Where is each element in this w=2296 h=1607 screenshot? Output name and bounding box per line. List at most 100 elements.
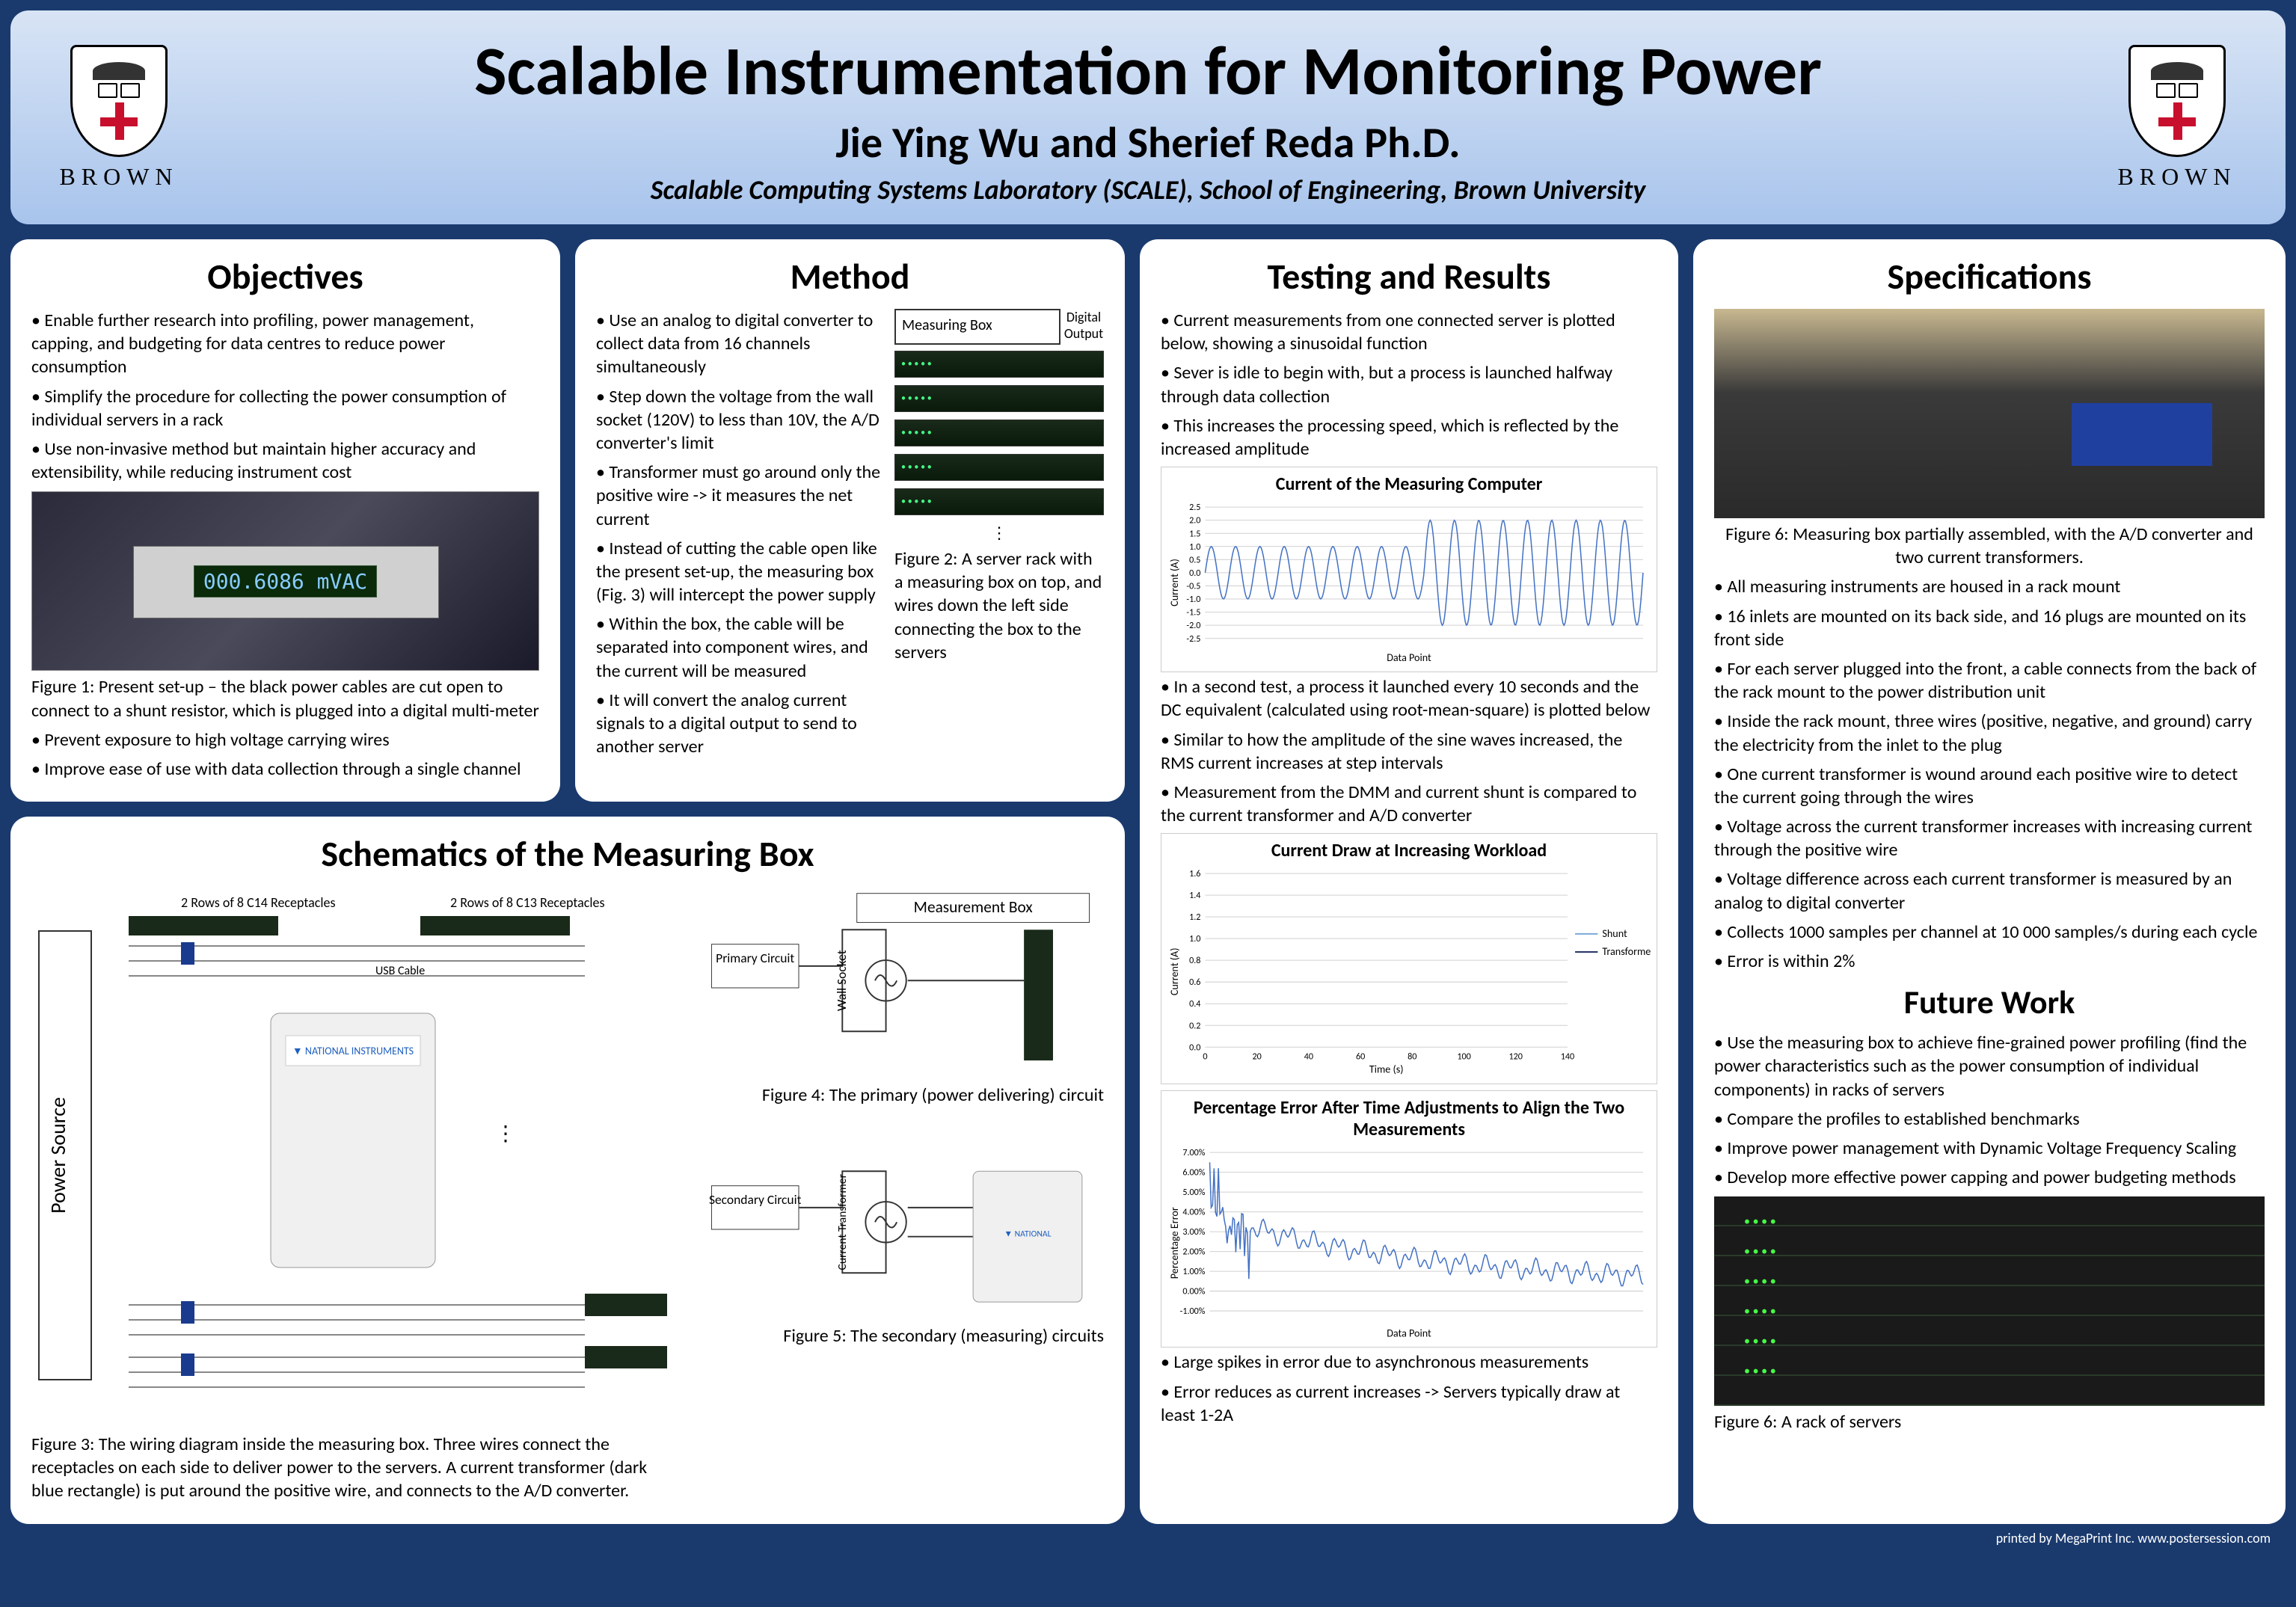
- poster-affiliation: Scalable Computing Systems Laboratory (S…: [197, 173, 2099, 206]
- svg-text:Percentage Error: Percentage Error: [1168, 1207, 1181, 1279]
- svg-text:Data Point: Data Point: [1387, 651, 1431, 664]
- svg-text:6.00%: 6.00%: [1182, 1167, 1205, 1179]
- svg-text:0.2: 0.2: [1189, 1021, 1200, 1032]
- figure-1-photo: 000.6086 mVAC: [31, 491, 539, 671]
- svg-text:Wall Socket: Wall Socket: [833, 950, 850, 1011]
- figure-6b-photo: [1714, 1196, 2265, 1406]
- svg-text:Primary Circuit: Primary Circuit: [716, 950, 794, 966]
- svg-text:1.00%: 1.00%: [1182, 1266, 1205, 1277]
- svg-text:2.00%: 2.00%: [1182, 1247, 1205, 1258]
- svg-text:80: 80: [1408, 1051, 1416, 1063]
- svg-text:-1.5: -1.5: [1186, 607, 1200, 618]
- svg-text:Data Point: Data Point: [1387, 1327, 1431, 1339]
- method-list: Use an analog to digital converter to co…: [596, 309, 883, 758]
- figure-6a-photo: [1714, 309, 2265, 518]
- method-panel: Method Use an analog to digital converte…: [575, 239, 1125, 802]
- future-list: Use the measuring box to achieve fine-gr…: [1714, 1031, 2265, 1189]
- figure-6b-caption: Figure 6: A rack of servers: [1714, 1410, 2265, 1434]
- chart-1: Current of the Measuring Computer -2.5-2…: [1161, 467, 1657, 672]
- svg-text:0.00%: 0.00%: [1182, 1286, 1205, 1297]
- svg-text:20: 20: [1253, 1051, 1262, 1063]
- brown-logo-right: BROWN: [2099, 35, 2256, 200]
- svg-text:4.00%: 4.00%: [1182, 1207, 1205, 1218]
- chart-3: Percentage Error After Time Adjustments …: [1161, 1090, 1657, 1348]
- svg-text:0.8: 0.8: [1189, 956, 1200, 967]
- svg-text:-0.5: -0.5: [1186, 581, 1200, 592]
- svg-text:140: 140: [1561, 1051, 1574, 1063]
- svg-text:1.4: 1.4: [1189, 890, 1200, 901]
- svg-text:0.0: 0.0: [1189, 1042, 1200, 1054]
- svg-text:Measurement Box: Measurement Box: [914, 897, 1034, 917]
- svg-text:3.00%: 3.00%: [1182, 1226, 1205, 1238]
- objectives-heading: Objectives: [31, 254, 539, 298]
- svg-text:2.5: 2.5: [1189, 502, 1200, 513]
- svg-text:2 Rows of 8 C13 Receptacles: 2 Rows of 8 C13 Receptacles: [450, 894, 605, 911]
- poster-title: Scalable Instrumentation for Monitoring …: [197, 28, 2099, 113]
- svg-text:-1.0: -1.0: [1186, 594, 1200, 605]
- svg-text:7.00%: 7.00%: [1182, 1147, 1205, 1158]
- svg-text:Transformer: Transformer: [1602, 945, 1651, 958]
- svg-text:1.6: 1.6: [1189, 868, 1200, 879]
- svg-text:Current (A): Current (A): [1168, 948, 1181, 996]
- figure-5-caption: Figure 5: The secondary (measuring) circ…: [697, 1324, 1104, 1348]
- figure-1-caption: Figure 1: Present set-up – the black pow…: [31, 675, 539, 722]
- svg-text:▼ NATIONAL INSTRUMENTS: ▼ NATIONAL INSTRUMENTS: [292, 1045, 414, 1057]
- svg-text:Shunt: Shunt: [1602, 927, 1627, 940]
- figure-2-diagram: Measuring Box Digital Output ⋮ Figure 2:…: [894, 309, 1104, 764]
- schematics-panel: Schematics of the Measuring Box Power So…: [10, 817, 1125, 1524]
- svg-text:Current Transformer: Current Transformer: [835, 1173, 850, 1270]
- poster-footer: printed by MegaPrint Inc. www.postersess…: [10, 1530, 2286, 1546]
- specs-heading: Specifications: [1714, 254, 2265, 298]
- svg-text:40: 40: [1304, 1051, 1313, 1063]
- svg-text:Current (A): Current (A): [1168, 559, 1181, 606]
- svg-text:0.0: 0.0: [1189, 568, 1200, 579]
- brown-logo-left: BROWN: [40, 35, 197, 200]
- svg-text:-1.00%: -1.00%: [1180, 1306, 1206, 1317]
- svg-text:⋮: ⋮: [495, 1120, 516, 1146]
- specs-list: All measuring instruments are housed in …: [1714, 575, 2265, 973]
- svg-text:▼ NATIONAL: ▼ NATIONAL: [1004, 1229, 1052, 1240]
- svg-text:5.00%: 5.00%: [1182, 1187, 1205, 1198]
- chart-2: Current Draw at Increasing Workload 0.00…: [1161, 833, 1657, 1084]
- results-panel: Testing and Results Current measurements…: [1140, 239, 1678, 1524]
- svg-text:120: 120: [1509, 1051, 1523, 1063]
- svg-text:100: 100: [1457, 1051, 1470, 1063]
- svg-text:1.2: 1.2: [1189, 912, 1200, 923]
- figure-3-caption: Figure 3: The wiring diagram inside the …: [31, 1433, 675, 1503]
- svg-text:2 Rows of 8 C14 Receptacles: 2 Rows of 8 C14 Receptacles: [181, 894, 336, 911]
- svg-text:0: 0: [1203, 1051, 1207, 1063]
- figure-4-diagram: Measurement Box Primary Circuit Wall Soc…: [697, 886, 1104, 1113]
- svg-text:0.4: 0.4: [1189, 999, 1200, 1010]
- results-end-list: Large spikes in error due to asynchronou…: [1161, 1351, 1657, 1427]
- objectives-panel: Objectives Enable further research into …: [10, 239, 560, 802]
- objectives-list-top: Enable further research into profiling, …: [31, 309, 539, 484]
- svg-text:-2.5: -2.5: [1186, 633, 1200, 645]
- specs-panel: Specifications Figure 6: Measuring box p…: [1693, 239, 2286, 1524]
- svg-text:Power Source: Power Source: [45, 1097, 71, 1214]
- results-heading: Testing and Results: [1161, 254, 1657, 298]
- figure-6a-caption: Figure 6: Measuring box partially assemb…: [1714, 523, 2265, 569]
- figure-3-diagram: Power Source 2 Rows of 8 C14 Receptacles…: [31, 886, 675, 1509]
- figure-2-caption: Figure 2: A server rack with a measuring…: [894, 547, 1104, 664]
- future-heading: Future Work: [1714, 982, 2265, 1022]
- svg-text:0.5: 0.5: [1189, 555, 1200, 566]
- poster-authors: Jie Ying Wu and Sherief Reda Ph.D.: [197, 116, 2099, 169]
- objectives-list-bottom: Prevent exposure to high voltage carryin…: [31, 728, 539, 781]
- method-heading: Method: [596, 254, 1104, 298]
- figure-5-diagram: Secondary Circuit Current Transformer ▼ …: [697, 1128, 1104, 1354]
- svg-text:Secondary Circuit: Secondary Circuit: [709, 1191, 802, 1208]
- svg-text:0.6: 0.6: [1189, 977, 1200, 989]
- svg-text:-2.0: -2.0: [1186, 620, 1200, 631]
- figure-4-caption: Figure 4: The primary (power delivering)…: [697, 1084, 1104, 1107]
- results-mid-list: In a second test, a process it launched …: [1161, 675, 1657, 827]
- results-intro-list: Current measurements from one connected …: [1161, 309, 1657, 461]
- svg-text:60: 60: [1356, 1051, 1365, 1063]
- poster-header: BROWN Scalable Instrumentation for Monit…: [10, 10, 2286, 224]
- svg-text:1.0: 1.0: [1189, 934, 1200, 945]
- svg-text:1.0: 1.0: [1189, 541, 1200, 553]
- svg-text:USB Cable: USB Cable: [375, 964, 425, 978]
- svg-text:1.5: 1.5: [1189, 528, 1200, 539]
- svg-text:2.0: 2.0: [1189, 515, 1200, 526]
- schematics-heading: Schematics of the Measuring Box: [31, 832, 1104, 876]
- svg-text:Time (s): Time (s): [1369, 1063, 1404, 1076]
